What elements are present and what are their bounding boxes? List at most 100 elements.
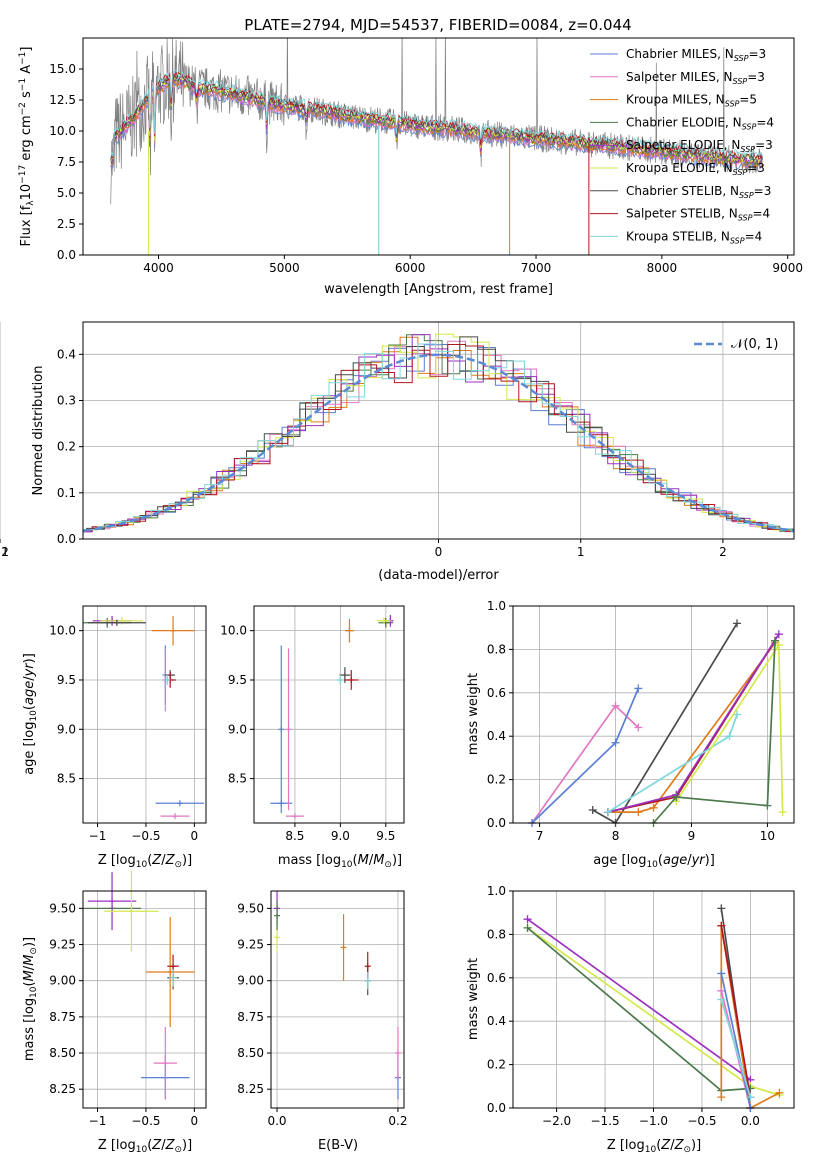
- plot-layer: 4000 5000 6000 7000 8000 90000.02.55.07.510.0…: [0, 37, 803, 1155]
- massweight_vs_age-ytick-label: 1.0: [487, 599, 506, 613]
- age_vs_Z-xtick-label: −0.5: [131, 829, 160, 843]
- massweight_vs_age-lines: [527, 619, 787, 827]
- age_vs_Z-ytick-label: 10.0: [49, 624, 76, 638]
- massweight_vs_age-axes: 7 8 9 10 0.0 0.2 0.4 0.6 0.8 1.0: [487, 599, 794, 843]
- residuals-ytick-label: 0.3: [57, 393, 76, 407]
- mass-vs-z-ylabel: mass [log10(M/M⊙)]: [22, 937, 39, 1061]
- spectrum-xtick-label: 5000: [269, 261, 300, 275]
- massweight_vs_age-ytick-label: 0.2: [487, 773, 506, 787]
- gaussian-legend-label: 𝒩(0, 1): [731, 337, 778, 352]
- figure-title: PLATE=2794, MJD=54537, FIBERID=0084, z=0…: [244, 16, 631, 34]
- series-line: [720, 925, 780, 1110]
- data-point: [348, 676, 355, 683]
- data-point: [170, 627, 177, 634]
- data-point: [274, 934, 281, 941]
- data-point: [394, 1050, 401, 1057]
- residuals-histogram: [83, 343, 794, 533]
- age-vs-z-ylabel: age [log10(age/yr)]: [22, 653, 39, 775]
- residuals-xtick-label: 0: [435, 545, 443, 559]
- age_vs_mass-ytick-label: 9.0: [228, 722, 247, 736]
- residuals-xtick-label: 1: [577, 545, 585, 559]
- massweight_vs_age-xtick-label: 9: [688, 829, 696, 843]
- residuals-frame: [82, 321, 795, 540]
- legend-label: Kroupa STELIB, NSSP=4: [626, 229, 762, 245]
- data-point: [172, 813, 179, 820]
- age_vs_Z-ytick-label: 9.0: [57, 722, 76, 736]
- mass_vs_Z-xtick-label: −0.5: [131, 1114, 160, 1128]
- age_vs_Z-xtick-label: 0: [191, 829, 199, 843]
- series-marker: [611, 701, 620, 710]
- age_vs_Z-frame: [82, 605, 207, 824]
- massweight_vs_age-xtick-label: 7: [536, 829, 544, 843]
- series-marker: [717, 921, 726, 930]
- age_vs_Z-ytick-label: 8.5: [57, 772, 76, 786]
- mass_vs_ebv-xtick-label: 0.2: [388, 1114, 407, 1128]
- series-line: [720, 973, 752, 1109]
- series-line: [607, 642, 776, 813]
- age_vs_mass-xtick-label: 9.0: [331, 829, 350, 843]
- mass_vs_Z-points: [83, 870, 195, 1100]
- series-line: [675, 642, 784, 813]
- series-line: [531, 704, 639, 824]
- spectrum-model-line: [110, 71, 763, 160]
- residuals-xtick-label: −2: [0, 545, 9, 559]
- age_vs_mass-ytick-label: 9.5: [228, 673, 247, 687]
- spectrum-xtick-label: 7000: [521, 261, 552, 275]
- residuals-ytick-label: 0.2: [57, 440, 76, 454]
- age_vs_Z-ytick-label: 9.5: [57, 673, 76, 687]
- mass-vs-ebv-xlabel: E(B-V): [318, 1138, 358, 1153]
- residuals-gaussian-curve: [83, 353, 794, 533]
- series-line: [720, 999, 752, 1098]
- data-point: [164, 676, 171, 683]
- legend-label: Salpeter STELIB, NSSP=4: [626, 207, 770, 223]
- massweight-vs-age-xlabel: age [log10(age/yr)]: [593, 853, 715, 870]
- series-marker: [603, 808, 612, 817]
- data-point: [167, 969, 174, 976]
- age_vs_mass-frame: [253, 605, 405, 824]
- data-point: [128, 908, 135, 915]
- series-marker: [634, 723, 643, 732]
- massweight_vs_Z-ytick-label: 0.8: [487, 927, 506, 941]
- legend-label: Chabrier ELODIE, NSSP=4: [626, 115, 774, 131]
- massweight_vs_Z-ytick-label: 1.0: [487, 884, 506, 898]
- series-marker: [588, 805, 597, 814]
- series-marker: [717, 904, 726, 913]
- age_vs_Z-axes: −1 −0.5 0 8.5 9.0 9.5 10.0: [49, 606, 206, 843]
- data-point: [340, 944, 347, 951]
- data-point: [170, 963, 177, 970]
- massweight-vs-z-ylabel: mass weight: [466, 958, 481, 1040]
- mass_vs_Z-ytick-label: 9.50: [49, 901, 76, 915]
- spectrum-frame: [82, 37, 795, 256]
- mass_vs_Z-xtick-label: −1: [89, 1114, 107, 1128]
- data-point: [176, 800, 183, 807]
- massweight_vs_Z-xtick-label: −1.5: [590, 1114, 619, 1128]
- mass_vs_ebv-ytick-label: 8.75: [237, 1010, 264, 1024]
- series-marker: [717, 1093, 726, 1102]
- spectrum-xtick-label: 8000: [647, 261, 678, 275]
- residuals-histogram: [83, 334, 794, 533]
- series-marker: [523, 915, 532, 924]
- series-marker: [717, 969, 726, 978]
- data-point: [364, 977, 371, 984]
- data-point: [274, 912, 281, 919]
- residuals-ytick-label: 0.0: [57, 532, 76, 546]
- massweight_vs_Z-lines: [523, 904, 784, 1112]
- massweight_vs_Z-ytick-label: 0.2: [487, 1058, 506, 1072]
- series-marker: [775, 1088, 784, 1097]
- massweight_vs_Z-ytick-label: 0.6: [487, 971, 506, 985]
- mass_vs_Z-ytick-label: 8.50: [49, 1046, 76, 1060]
- age_vs_mass-ytick-label: 10.0: [220, 624, 247, 638]
- data-point: [278, 726, 285, 733]
- age_vs_Z-xtick-label: −1: [89, 829, 107, 843]
- mass-vs-z-xlabel: Z [log10(Z/Z⊙)]: [98, 1138, 192, 1155]
- series-marker: [649, 803, 658, 812]
- massweight_vs_Z-xtick-label: −2.0: [542, 1114, 571, 1128]
- spectrum-xtick-label: 6000: [395, 261, 426, 275]
- mass_vs_Z-ytick-label: 9.00: [49, 974, 76, 988]
- spectrum-xtick-label: 9000: [772, 261, 803, 275]
- massweight_vs_Z-xtick-label: 0.0: [741, 1114, 760, 1128]
- legend-label: Salpeter ELODIE, NSSP=3: [626, 138, 773, 154]
- mass_vs_Z-axes: −1 −0.5 0 8.25 8.50 8.75 9.00 9.25 9.50: [49, 891, 206, 1128]
- legend-label: Salpeter MILES, NSSP=3: [626, 70, 765, 86]
- age_vs_mass-ytick-label: 8.5: [228, 772, 247, 786]
